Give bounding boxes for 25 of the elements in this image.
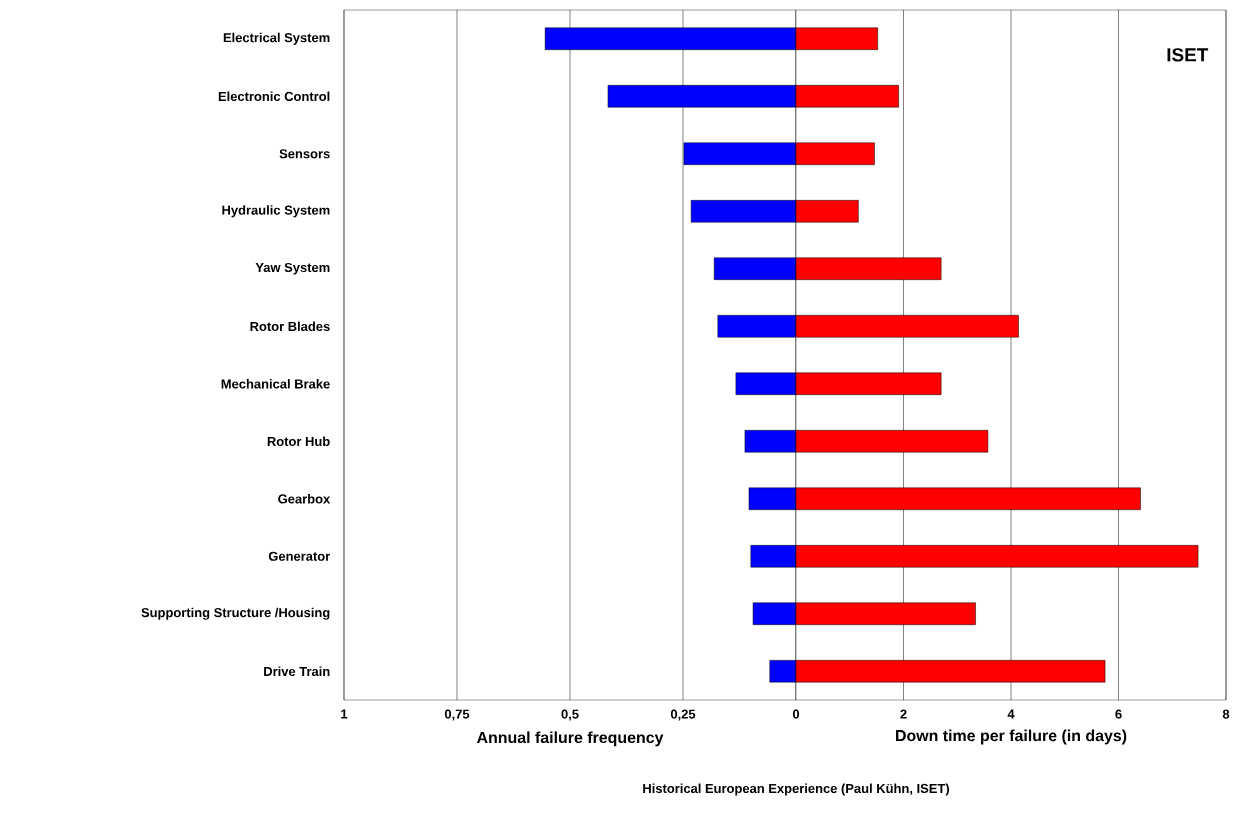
y-tick-label: Yaw System: [255, 262, 330, 275]
x-axis-title: Down time per failure (in days): [896, 729, 1127, 745]
annotation: ISET: [1167, 48, 1209, 62]
x-tick-label: 1: [341, 709, 348, 719]
y-tick-label: Supporting Structure /Housing: [141, 607, 330, 620]
x-tick-label: 0: [792, 709, 800, 719]
text: Historical European Experience (Paul Kühn, ISET): [643, 783, 950, 796]
x-tick-label: 6: [1115, 709, 1122, 719]
y-tick-label: Rotor Hub: [267, 436, 330, 447]
y-tick-label: Hydraulic System: [222, 205, 330, 218]
x-tick-label: 0,25: [670, 709, 696, 721]
y-tick-label: Sensors: [279, 149, 330, 159]
y-tick-label: Electronic Control: [218, 91, 330, 101]
x-tick-label: 8: [1222, 709, 1230, 719]
x-tick-label: 2: [900, 709, 907, 719]
y-tick-label: Mechanical Brake: [221, 378, 330, 389]
x-axis-title: Annual failure frequency: [476, 731, 664, 747]
x-tick-label: 0,5: [561, 709, 579, 721]
y-tick-label: Electrical System: [223, 32, 330, 45]
y-tick-label: Rotor Blades: [250, 321, 330, 332]
y-tick-label: Generator: [268, 551, 331, 561]
y-tick-label: Gearbox: [278, 493, 331, 504]
x-tick-label: 0,75: [444, 709, 470, 721]
x-tick-label: 4: [1007, 709, 1015, 719]
y-tick-label: Drive Train: [264, 666, 330, 677]
